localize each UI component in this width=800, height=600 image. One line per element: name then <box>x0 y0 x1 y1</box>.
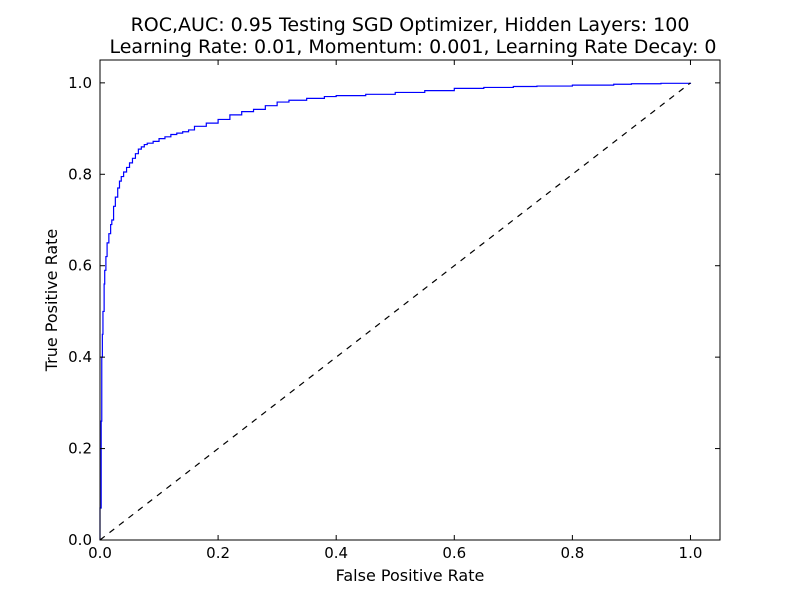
x-tick-label: 0.6 <box>442 544 466 562</box>
plot-frame <box>99 59 721 541</box>
y-axis-label: True Positive Rate <box>42 229 61 373</box>
plot-area <box>99 82 692 541</box>
x-tick-label: 0.8 <box>560 544 584 562</box>
x-tick-label: 0.0 <box>88 544 112 562</box>
x-axis-label: False Positive Rate <box>336 566 485 585</box>
y-tick-label: 0.6 <box>68 257 92 275</box>
axis-ticks: 0.0 0.2 0.4 0.6 0.8 1.0 0.0 0.2 0.4 0.6 0.8 1.0 <box>68 60 720 562</box>
x-tick-label: 0.4 <box>324 544 348 562</box>
y-tick-label: 0.2 <box>68 440 92 458</box>
x-tick-label: 0.2 <box>206 544 230 562</box>
roc-curve-line <box>99 82 692 540</box>
chance-diagonal-line <box>99 82 691 541</box>
y-tick-label: 0.4 <box>68 348 92 366</box>
x-tick-label: 1.0 <box>679 544 703 562</box>
y-tick-label: 0.8 <box>68 165 92 183</box>
y-tick-label: 1.0 <box>68 74 92 92</box>
chart-title-line-2: Learning Rate: 0.01, Momentum: 0.001, Le… <box>109 36 716 58</box>
chart-title-line-1: ROC,AUC: 0.95 Testing SGD Optimizer, Hid… <box>131 14 690 36</box>
y-tick-label: 0.0 <box>68 531 92 549</box>
